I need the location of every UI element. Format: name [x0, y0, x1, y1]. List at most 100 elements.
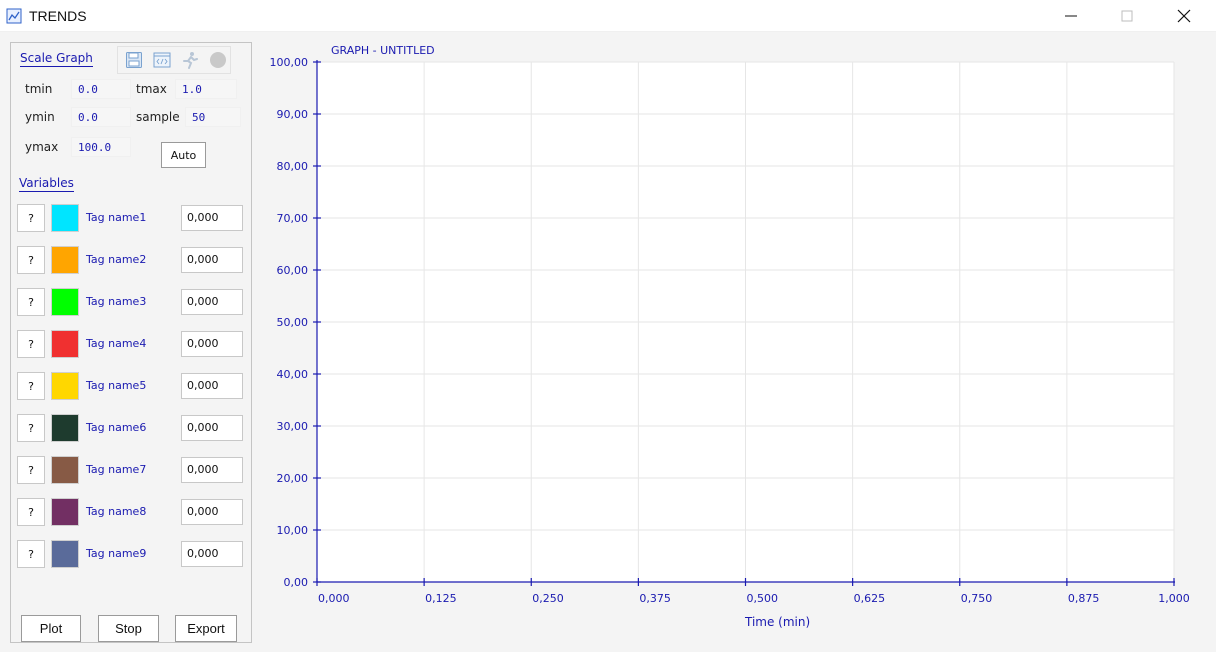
- y-tick-label: 30,00: [277, 420, 309, 433]
- y-tick-label: 100,00: [270, 56, 309, 69]
- control-panel: Scale Graph tmin 0.0 tmax 1.0 ymin 0.0 s…: [10, 42, 252, 643]
- window-title: TRENDS: [29, 8, 87, 24]
- variable-value-field[interactable]: 0,000: [181, 289, 243, 315]
- variable-value-field[interactable]: 0,000: [181, 541, 243, 567]
- variable-tag-name: Tag name4: [86, 337, 147, 350]
- variable-color-swatch[interactable]: [51, 498, 79, 526]
- y-tick-label: 20,00: [277, 472, 309, 485]
- x-tick-label: 0,000: [318, 592, 350, 605]
- variable-row: ? Tag name1 0,000: [17, 204, 243, 232]
- variable-color-swatch[interactable]: [51, 246, 79, 274]
- maximize-button[interactable]: [1104, 0, 1150, 32]
- minimize-button[interactable]: [1048, 0, 1094, 32]
- auto-scale-button[interactable]: Auto: [161, 142, 206, 168]
- tmax-field[interactable]: 1.0: [175, 79, 237, 99]
- variables-label: Variables: [19, 176, 74, 192]
- variable-color-swatch[interactable]: [51, 204, 79, 232]
- variable-select-button[interactable]: ?: [17, 246, 45, 274]
- tmin-field[interactable]: 0.0: [71, 79, 131, 99]
- variable-select-button[interactable]: ?: [17, 414, 45, 442]
- variable-tag-name: Tag name3: [86, 295, 147, 308]
- y-tick-label: 90,00: [277, 108, 309, 121]
- x-tick-label: 0,125: [425, 592, 457, 605]
- plot-button[interactable]: Plot: [21, 615, 81, 642]
- ymin-field[interactable]: 0.0: [71, 107, 131, 127]
- variable-value-field[interactable]: 0,000: [181, 331, 243, 357]
- variable-tag-name: Tag name2: [86, 253, 147, 266]
- chart-line-icon: [6, 8, 22, 24]
- variable-color-swatch[interactable]: [51, 540, 79, 568]
- variable-tag-name: Tag name7: [86, 463, 147, 476]
- variable-select-button[interactable]: ?: [17, 456, 45, 484]
- close-icon: [1177, 9, 1191, 23]
- scale-graph-label: Scale Graph: [20, 51, 93, 67]
- variable-tag-name: Tag name9: [86, 547, 147, 560]
- y-tick-label: 80,00: [277, 160, 309, 173]
- minimize-icon: [1065, 15, 1077, 17]
- x-tick-label: 0,375: [639, 592, 671, 605]
- stop-circle-icon[interactable]: [208, 50, 228, 70]
- stop-button[interactable]: Stop: [98, 615, 159, 642]
- variable-value-field[interactable]: 0,000: [181, 415, 243, 441]
- trend-chart[interactable]: 0,000 0,125 0,250 0,375 0,500 0,625 0,750 0,875…: [262, 50, 1216, 616]
- close-button[interactable]: [1161, 0, 1207, 32]
- graph-toolbar: [117, 46, 231, 74]
- variable-color-swatch[interactable]: [51, 414, 79, 442]
- sample-label: sample: [136, 110, 180, 124]
- maximize-icon: [1121, 10, 1133, 22]
- variable-row: ? Tag name8 0,000: [17, 498, 243, 526]
- variable-value-field[interactable]: 0,000: [181, 373, 243, 399]
- variable-value-field[interactable]: 0,000: [181, 247, 243, 273]
- x-tick-label: 0,750: [961, 592, 993, 605]
- main-area: Scale Graph tmin 0.0 tmax 1.0 ymin 0.0 s…: [0, 32, 1216, 652]
- variable-value-field[interactable]: 0,000: [181, 499, 243, 525]
- running-person-icon[interactable]: [180, 50, 200, 70]
- variable-row: ? Tag name5 0,000: [17, 372, 243, 400]
- variable-row: ? Tag name9 0,000: [17, 540, 243, 568]
- variable-select-button[interactable]: ?: [17, 540, 45, 568]
- variable-tag-name: Tag name1: [86, 211, 147, 224]
- variable-select-button[interactable]: ?: [17, 330, 45, 358]
- ymax-label: ymax: [25, 140, 59, 154]
- y-tick-label: 60,00: [277, 264, 309, 277]
- variable-row: ? Tag name7 0,000: [17, 456, 243, 484]
- sample-field[interactable]: 50: [185, 107, 241, 127]
- chart-title: GRAPH - UNTITLED: [331, 44, 435, 57]
- save-icon[interactable]: [124, 50, 144, 70]
- x-tick-label: 1,000: [1158, 592, 1190, 605]
- variable-color-swatch[interactable]: [51, 372, 79, 400]
- y-tick-label: 0,00: [284, 576, 309, 589]
- variable-select-button[interactable]: ?: [17, 372, 45, 400]
- variable-value-field[interactable]: 0,000: [181, 205, 243, 231]
- variable-select-button[interactable]: ?: [17, 498, 45, 526]
- y-tick-label: 50,00: [277, 316, 309, 329]
- title-bar: TRENDS: [0, 0, 1216, 32]
- variable-color-swatch[interactable]: [51, 456, 79, 484]
- variable-color-swatch[interactable]: [51, 330, 79, 358]
- export-button[interactable]: Export: [175, 615, 237, 642]
- x-tick-label: 0,250: [532, 592, 564, 605]
- ymin-label: ymin: [25, 110, 55, 124]
- x-tick-label: 0,625: [854, 592, 886, 605]
- tmax-label: tmax: [136, 82, 167, 96]
- tmin-label: tmin: [25, 82, 53, 96]
- variable-row: ? Tag name6 0,000: [17, 414, 243, 442]
- variable-row: ? Tag name2 0,000: [17, 246, 243, 274]
- y-tick-label: 10,00: [277, 524, 309, 537]
- y-tick-label: 70,00: [277, 212, 309, 225]
- variable-tag-name: Tag name8: [86, 505, 147, 518]
- code-window-icon[interactable]: [152, 50, 172, 70]
- variable-color-swatch[interactable]: [51, 288, 79, 316]
- x-tick-label: 0,875: [1068, 592, 1100, 605]
- variable-select-button[interactable]: ?: [17, 288, 45, 316]
- variable-value-field[interactable]: 0,000: [181, 457, 243, 483]
- x-axis-label: Time (min): [745, 615, 811, 629]
- y-tick-label: 40,00: [277, 368, 309, 381]
- variable-select-button[interactable]: ?: [17, 204, 45, 232]
- ymax-field[interactable]: 100.0: [71, 137, 131, 157]
- variable-row: ? Tag name3 0,000: [17, 288, 243, 316]
- variable-tag-name: Tag name6: [86, 421, 147, 434]
- variable-tag-name: Tag name5: [86, 379, 147, 392]
- variable-row: ? Tag name4 0,000: [17, 330, 243, 358]
- x-tick-label: 0,500: [747, 592, 779, 605]
